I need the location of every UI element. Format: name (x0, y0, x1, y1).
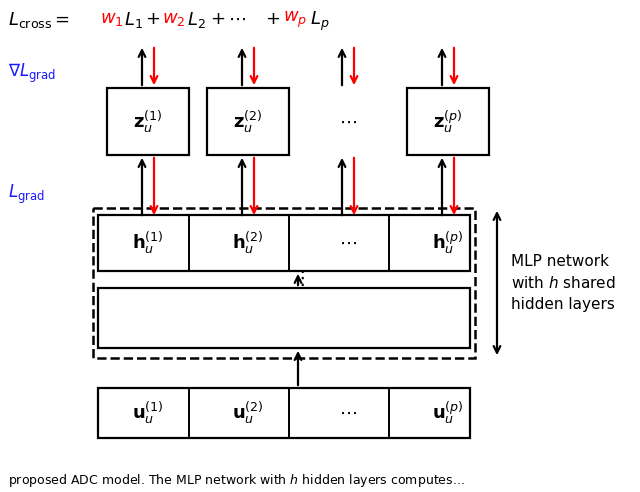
Text: $+$: $+$ (145, 10, 160, 28)
Bar (98, 288, 470, 348)
Bar (407, 88, 489, 155)
Text: $L_p$: $L_p$ (310, 10, 330, 33)
Text: $\mathbf{z}_u^{(2)}$: $\mathbf{z}_u^{(2)}$ (234, 108, 262, 135)
Text: $\cdots$: $\cdots$ (339, 404, 357, 422)
Text: $\mathbf{h}_u^{(p)}$: $\mathbf{h}_u^{(p)}$ (432, 230, 464, 256)
Text: $w_1$: $w_1$ (100, 10, 124, 28)
Text: $\mathbf{u}_u^{(2)}$: $\mathbf{u}_u^{(2)}$ (232, 400, 264, 426)
Text: $L_{\mathrm{cross}} = $: $L_{\mathrm{cross}} = $ (8, 10, 70, 30)
Bar (93, 208, 475, 358)
Bar (107, 88, 189, 155)
Text: $\mathbf{h}_u^{(1)}$: $\mathbf{h}_u^{(1)}$ (132, 230, 164, 256)
Text: $w_2$: $w_2$ (162, 10, 186, 28)
Text: $\mathbf{z}_u^{(1)}$: $\mathbf{z}_u^{(1)}$ (133, 108, 163, 135)
Text: $\mathbf{h}_u^{(2)}$: $\mathbf{h}_u^{(2)}$ (232, 230, 264, 256)
Text: MLP network
with $h$ shared
hidden layers: MLP network with $h$ shared hidden layer… (511, 254, 616, 312)
Text: $+$: $+$ (265, 10, 280, 28)
Text: $\cdots$: $\cdots$ (228, 10, 246, 28)
Text: $L_{\mathrm{grad}}$: $L_{\mathrm{grad}}$ (8, 183, 45, 206)
Text: $\mathbf{u}_u^{(1)}$: $\mathbf{u}_u^{(1)}$ (132, 400, 164, 426)
Text: $L_1$: $L_1$ (124, 10, 143, 30)
Text: $L_2$: $L_2$ (187, 10, 206, 30)
Text: $\cdots$: $\cdots$ (339, 113, 357, 130)
Text: $\mathbf{u}_u^{(p)}$: $\mathbf{u}_u^{(p)}$ (432, 400, 464, 426)
Text: $\cdots$: $\cdots$ (339, 234, 357, 252)
Bar (98, 215, 470, 271)
Text: $+$: $+$ (210, 10, 225, 28)
Text: $w_p$: $w_p$ (283, 10, 307, 30)
Text: $\vdots$: $\vdots$ (292, 268, 305, 288)
Text: $\mathbf{z}_u^{(p)}$: $\mathbf{z}_u^{(p)}$ (433, 108, 463, 135)
Text: proposed ADC model. The MLP network with $h$ hidden layers computes...: proposed ADC model. The MLP network with… (8, 472, 465, 489)
Bar (98, 388, 470, 438)
Bar (207, 88, 289, 155)
Text: $\nabla L_{\mathrm{grad}}$: $\nabla L_{\mathrm{grad}}$ (8, 62, 56, 85)
